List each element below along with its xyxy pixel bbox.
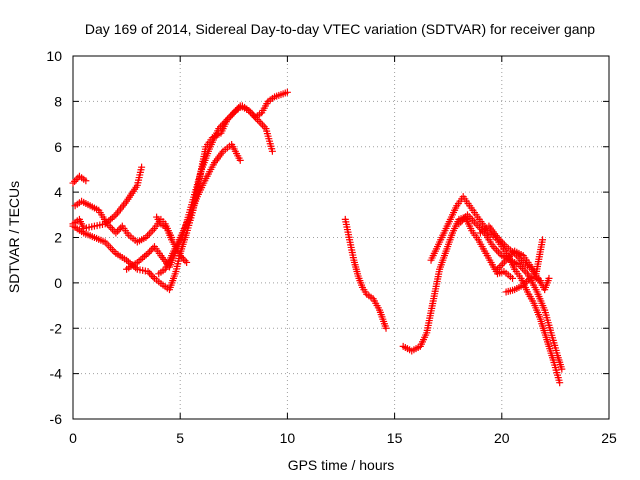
data-point [556, 379, 564, 387]
data-point [115, 226, 123, 234]
grid [73, 56, 609, 419]
axis-ticks: 0 5 10 15 20 25 -6 -4 -2 0 2 4 6 8 10 [46, 48, 617, 446]
data-point [382, 324, 390, 332]
data-point [72, 176, 80, 184]
data-point [82, 177, 90, 185]
data-point [474, 222, 482, 230]
data-point [268, 147, 276, 155]
data-point [536, 277, 544, 285]
data-point [144, 249, 152, 257]
data-point [255, 117, 263, 125]
data-point [493, 246, 501, 254]
data-point [147, 228, 155, 236]
data-point [168, 234, 176, 241]
x-axis-label: GPS time / hours [288, 457, 395, 473]
x-tick-label: 5 [176, 430, 184, 446]
y-axis-label: SDTVAR / TECUs [6, 181, 22, 293]
data-point [144, 268, 152, 276]
data-point [147, 271, 155, 279]
series-s10 [427, 193, 564, 387]
x-tick-label: 15 [387, 430, 403, 446]
data-point [494, 248, 502, 256]
y-tick-label: 0 [54, 275, 62, 291]
x-tick-label: 25 [601, 430, 617, 446]
series-s1 [69, 172, 90, 187]
x-tick-label: 10 [280, 430, 296, 446]
data-point [545, 274, 553, 282]
data-point [145, 230, 153, 238]
x-tick-label: 20 [494, 430, 510, 446]
data-point [149, 226, 157, 234]
data-point [283, 88, 291, 96]
x-tick-label: 0 [69, 430, 77, 446]
data-point [71, 177, 79, 185]
data-point [112, 229, 120, 237]
data-point [259, 121, 267, 129]
data-point [236, 156, 244, 164]
data-point [146, 248, 154, 256]
series-s8 [341, 215, 390, 332]
y-tick-label: -6 [50, 411, 63, 427]
data-point [183, 258, 191, 266]
y-tick-label: 8 [54, 93, 62, 109]
data-point [69, 179, 77, 187]
data-point [149, 273, 157, 281]
data-points [69, 88, 566, 387]
series-s7 [153, 213, 176, 241]
series-s6 [155, 140, 244, 278]
data-point [113, 227, 121, 235]
y-tick-label: 6 [54, 139, 62, 155]
data-point [147, 246, 155, 254]
data-point [138, 163, 146, 171]
data-point [107, 224, 115, 232]
chart-title: Day 169 of 2014, Sidereal Day-to-day VTE… [85, 21, 595, 37]
y-tick-label: -2 [50, 320, 63, 336]
series-s14 [502, 272, 544, 296]
y-tick-label: -4 [50, 366, 63, 382]
data-point [491, 244, 499, 252]
data-point [257, 119, 265, 127]
y-tick-label: 2 [54, 230, 62, 246]
series-s9 [399, 213, 517, 355]
data-point [499, 260, 507, 268]
data-point [558, 365, 566, 373]
data-point [146, 269, 154, 277]
y-tick-label: 10 [46, 48, 62, 64]
data-point [539, 236, 547, 244]
data-point [181, 257, 189, 265]
y-tick-label: 4 [54, 184, 62, 200]
data-point [509, 274, 517, 282]
